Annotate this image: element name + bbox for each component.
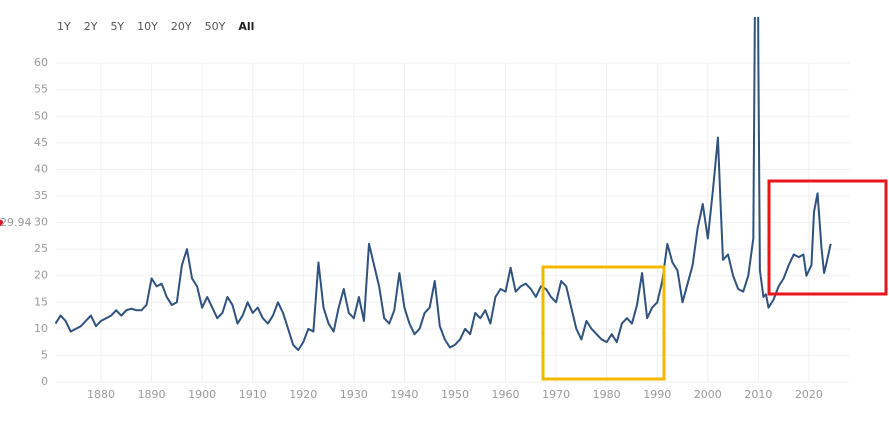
last-point <box>0 219 4 227</box>
last-value-label: 29.94 <box>0 216 32 229</box>
x-tick-label: 1890 <box>138 388 166 401</box>
range-button[interactable]: 1Y <box>57 20 71 33</box>
x-tick-label: 1980 <box>593 388 621 401</box>
x-tick-label: 1900 <box>188 388 216 401</box>
x-tick-label: 2000 <box>694 388 722 401</box>
y-tick-label: 55 <box>34 83 48 96</box>
y-tick-label: 60 <box>34 56 48 69</box>
x-tick-label: 1950 <box>441 388 469 401</box>
plot-area <box>55 17 832 352</box>
highlight-box <box>767 179 888 296</box>
x-tick-label: 2010 <box>744 388 772 401</box>
y-tick-label: 15 <box>34 295 48 308</box>
x-tick-label: 1920 <box>289 388 317 401</box>
y-tick-label: 10 <box>34 322 48 335</box>
range-button[interactable]: All <box>238 20 254 33</box>
x-tick-label: 1960 <box>492 388 520 401</box>
y-tick-label: 30 <box>34 216 48 229</box>
x-tick-label: 1910 <box>239 388 267 401</box>
y-tick-label: 20 <box>34 269 48 282</box>
y-tick-label: 45 <box>34 136 48 149</box>
y-tick-label: 5 <box>41 348 48 361</box>
x-tick-label: 1990 <box>643 388 671 401</box>
range-button[interactable]: 50Y <box>205 20 226 33</box>
range-buttons: 1Y 2Y 5Y 10Y 20Y 50Y All <box>57 20 254 33</box>
series-line <box>55 17 832 352</box>
x-tick-label: 1970 <box>542 388 570 401</box>
labels: 0 5 10 15 20 25 30 35 40 45 50 55 60 1880 1890 1900 1910… <box>0 56 823 401</box>
highlight-box <box>541 265 666 381</box>
y-tick-label: 40 <box>34 162 48 175</box>
x-tick-label: 1880 <box>87 388 115 401</box>
range-button[interactable]: 2Y <box>84 20 98 33</box>
y-tick-label: 35 <box>34 189 48 202</box>
y-tick-label: 25 <box>34 242 48 255</box>
y-tick-label: 50 <box>34 109 48 122</box>
x-tick-label: 1930 <box>340 388 368 401</box>
grid <box>55 62 850 383</box>
x-tick-label: 2020 <box>795 388 823 401</box>
range-button[interactable]: 5Y <box>110 20 124 33</box>
range-button[interactable]: 10Y <box>137 20 158 33</box>
y-tick-label: 0 <box>41 375 48 388</box>
range-button[interactable]: 20Y <box>171 20 192 33</box>
x-tick-label: 1940 <box>390 388 418 401</box>
